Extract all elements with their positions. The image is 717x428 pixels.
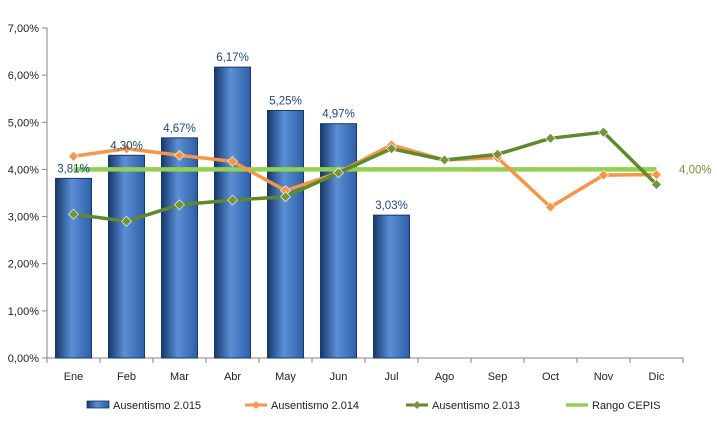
point-marker [280,191,291,203]
axes: 0,00% 1,00% 2,00% 3,00% 4,00% 5,00% 6,00% 7,00%… [8,23,684,383]
point-marker [68,208,79,220]
x-tick-label: Feb [117,371,136,383]
data-label: 6,17% [216,52,249,64]
data-label: 4,67% [163,123,196,135]
legend-label: Rango CEPIS [592,400,660,412]
data-labels: 3,81% 4,30% 4,67% 6,17% 5,25% 4,97% 3,03% 4,00% [57,52,711,212]
point-marker [68,150,79,162]
x-tick-label: Ene [64,371,84,383]
point-marker [545,132,556,144]
legend-label: Ausentismo 2.015 [113,400,201,412]
point-marker [227,155,238,167]
x-tick-label: Jul [384,371,398,383]
point-marker [545,201,556,213]
legend: Ausentismo 2.015 Ausentismo 2.014 Ausentis… [86,400,660,412]
point-marker [598,169,609,181]
bar [161,137,198,359]
x-tick-label: Mar [170,371,189,383]
point-marker [492,148,503,160]
data-label: 5,25% [269,96,302,108]
y-tick-label: 3,00% [8,212,39,224]
x-tick-label: Abr [224,371,241,383]
legend-label: Ausentismo 2.013 [432,400,520,412]
data-label: 4,30% [110,140,143,152]
point-marker [227,194,238,206]
bars-ausentismo-2015 [55,66,410,359]
point-marker [333,167,344,179]
point-marker [651,179,662,190]
x-tick-label: Nov [594,371,614,383]
reference-label: 4,00% [679,164,712,176]
x-tick-label: Ago [435,371,455,383]
y-tick-label: 0,00% [8,353,39,365]
point-marker [174,149,185,161]
bar [267,110,304,359]
data-label: 3,03% [375,200,408,212]
point-marker [174,199,185,211]
x-tick-label: Sep [488,371,508,383]
x-tick-label: May [275,371,296,383]
y-tick-label: 6,00% [8,70,39,82]
bar [320,123,357,359]
legend-swatch [86,400,110,409]
legend-marker [413,401,421,409]
x-tick-label: Oct [542,371,559,383]
bar [55,177,92,359]
data-label: 4,97% [322,109,355,121]
bar [214,66,251,359]
legend-label: Ausentismo 2.014 [271,400,359,412]
point-marker [439,154,450,166]
x-tick-label: Dic [649,371,665,383]
line-series-group [68,126,662,227]
series-line [73,130,658,224]
y-tick-label: 7,00% [8,23,39,35]
series-line [73,143,657,209]
bar [373,214,410,359]
y-tick-label: 5,00% [8,117,39,129]
bar [108,154,145,359]
point-marker [598,126,609,138]
point-marker [121,215,132,227]
y-tick-label: 2,00% [8,259,39,271]
point-marker [386,143,397,155]
point-marker [121,143,132,155]
y-tick-label: 1,00% [8,306,39,318]
y-tick-label: 4,00% [8,164,39,176]
x-tick-label: Jun [330,371,348,383]
legend-marker [252,401,260,409]
data-label: 3,81% [57,163,90,175]
